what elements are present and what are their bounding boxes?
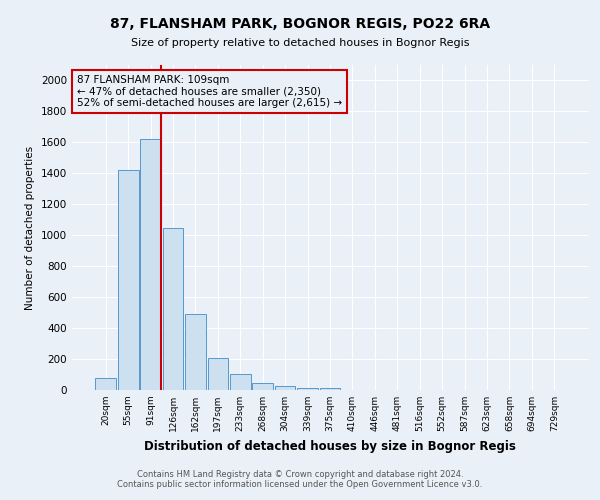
Bar	[230, 374, 251, 390]
Bar	[163, 228, 184, 390]
Bar	[185, 314, 206, 390]
Text: Contains HM Land Registry data © Crown copyright and database right 2024.
Contai: Contains HM Land Registry data © Crown c…	[118, 470, 482, 489]
Bar	[253, 382, 273, 390]
Bar	[118, 170, 139, 390]
Bar	[297, 388, 318, 390]
Bar	[320, 388, 340, 390]
Text: 87, FLANSHAM PARK, BOGNOR REGIS, PO22 6RA: 87, FLANSHAM PARK, BOGNOR REGIS, PO22 6R…	[110, 18, 490, 32]
Text: 87 FLANSHAM PARK: 109sqm
← 47% of detached houses are smaller (2,350)
52% of sem: 87 FLANSHAM PARK: 109sqm ← 47% of detach…	[77, 74, 342, 108]
Y-axis label: Number of detached properties: Number of detached properties	[25, 146, 35, 310]
Bar	[208, 358, 228, 390]
Bar	[95, 378, 116, 390]
Bar	[140, 140, 161, 390]
Text: Size of property relative to detached houses in Bognor Regis: Size of property relative to detached ho…	[131, 38, 469, 48]
Bar	[275, 386, 295, 390]
X-axis label: Distribution of detached houses by size in Bognor Regis: Distribution of detached houses by size …	[144, 440, 516, 452]
